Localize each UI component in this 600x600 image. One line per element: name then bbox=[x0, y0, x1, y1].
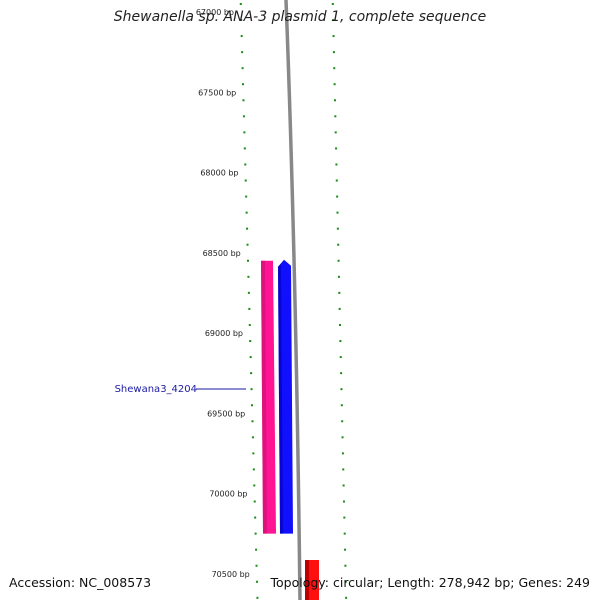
minor-tick-left bbox=[255, 564, 258, 567]
minor-tick-right bbox=[334, 131, 337, 134]
minor-tick-right bbox=[335, 163, 338, 166]
minor-tick-left bbox=[242, 99, 245, 102]
minor-tick-right bbox=[335, 147, 338, 150]
tick-label: 67000 bp bbox=[196, 8, 234, 17]
minor-tick-right bbox=[341, 436, 344, 439]
minor-tick-left bbox=[252, 452, 255, 455]
minor-tick-right bbox=[334, 115, 337, 118]
minor-tick-right bbox=[341, 452, 344, 455]
minor-tick-left bbox=[249, 356, 252, 359]
minor-tick-left bbox=[243, 147, 246, 150]
minor-tick-right bbox=[339, 356, 342, 359]
minor-tick-right bbox=[337, 275, 340, 278]
minor-tick-left bbox=[246, 227, 249, 230]
minor-tick-right bbox=[337, 243, 340, 246]
minor-tick-right bbox=[338, 291, 341, 294]
minor-tick-right bbox=[340, 404, 343, 407]
tick-label: 68000 bp bbox=[200, 169, 238, 178]
gene-label: Shewana3_4204 bbox=[115, 384, 197, 395]
minor-tick-left bbox=[251, 404, 254, 407]
tick-label: 69000 bp bbox=[205, 329, 243, 338]
topology-text: Topology: circular; Length: 278,942 bp; … bbox=[270, 575, 591, 590]
minor-tick-left bbox=[244, 179, 247, 182]
minor-tick-left bbox=[249, 340, 252, 343]
tick-label: 69500 bp bbox=[207, 409, 245, 418]
minor-tick-right bbox=[340, 372, 343, 375]
minor-tick-right bbox=[336, 227, 339, 230]
minor-tick-right bbox=[332, 35, 335, 38]
minor-tick-left bbox=[240, 19, 243, 22]
minor-tick-left bbox=[245, 211, 248, 214]
minor-tick-left bbox=[256, 596, 259, 599]
minor-tick-left bbox=[246, 243, 249, 246]
minor-tick-left bbox=[242, 115, 245, 118]
tick-label: 68500 bp bbox=[203, 249, 241, 258]
minor-tick-right bbox=[342, 500, 345, 503]
minor-tick-right bbox=[342, 484, 345, 487]
minor-tick-right bbox=[340, 388, 343, 391]
minor-tick-right bbox=[331, 2, 334, 5]
minor-tick-left bbox=[248, 307, 251, 310]
minor-tick-left bbox=[250, 388, 253, 391]
minor-tick-left bbox=[255, 580, 258, 583]
minor-tick-left bbox=[247, 291, 250, 294]
minor-tick-left bbox=[240, 35, 243, 38]
tick-label: 67500 bp bbox=[198, 88, 236, 97]
minor-tick-right bbox=[332, 19, 335, 22]
minor-tick-left bbox=[247, 275, 250, 278]
minor-tick-left bbox=[254, 532, 257, 535]
minor-tick-left bbox=[250, 372, 253, 375]
minor-tick-right bbox=[339, 323, 342, 326]
minor-tick-left bbox=[253, 500, 256, 503]
tick-label: 70500 bp bbox=[212, 570, 250, 579]
minor-tick-left bbox=[255, 548, 258, 551]
minor-tick-left bbox=[241, 51, 244, 54]
plasmid-backbone bbox=[284, 0, 302, 600]
minor-tick-right bbox=[339, 340, 342, 343]
tick-label: 70000 bp bbox=[209, 490, 247, 499]
accession-text: Accession: NC_008573 bbox=[9, 575, 152, 590]
other-feature-shade bbox=[305, 560, 309, 600]
minor-tick-right bbox=[336, 195, 339, 198]
minor-tick-left bbox=[239, 2, 242, 5]
minor-tick-left bbox=[245, 195, 248, 198]
minor-tick-right bbox=[332, 51, 335, 54]
minor-tick-right bbox=[333, 99, 336, 102]
minor-tick-right bbox=[338, 307, 341, 310]
minor-tick-right bbox=[345, 596, 348, 599]
minor-tick-left bbox=[241, 67, 244, 70]
minor-tick-left bbox=[248, 323, 251, 326]
minor-tick-left bbox=[253, 484, 256, 487]
minor-tick-right bbox=[341, 420, 344, 423]
minor-tick-right bbox=[344, 548, 347, 551]
minor-tick-right bbox=[333, 67, 336, 70]
minor-tick-right bbox=[343, 532, 346, 535]
minor-tick-right bbox=[335, 179, 338, 182]
minor-tick-left bbox=[254, 516, 257, 519]
map-title: Shewanella sp. ANA-3 plasmid 1, complete… bbox=[113, 9, 487, 25]
minor-tick-left bbox=[251, 436, 254, 439]
minor-tick-right bbox=[342, 468, 345, 471]
cds-feature-shade bbox=[278, 263, 283, 534]
gene-feature-shade bbox=[261, 260, 267, 534]
minor-tick-left bbox=[251, 420, 254, 423]
minor-tick-left bbox=[243, 131, 246, 134]
minor-tick-right bbox=[344, 564, 347, 567]
minor-tick-left bbox=[246, 259, 249, 262]
minor-tick-right bbox=[344, 580, 347, 583]
minor-tick-left bbox=[242, 83, 245, 86]
minor-tick-right bbox=[333, 83, 336, 86]
minor-tick-right bbox=[343, 516, 346, 519]
minor-tick-right bbox=[337, 259, 340, 262]
minor-tick-left bbox=[252, 468, 255, 471]
minor-tick-left bbox=[244, 163, 247, 166]
minor-tick-right bbox=[336, 211, 339, 214]
